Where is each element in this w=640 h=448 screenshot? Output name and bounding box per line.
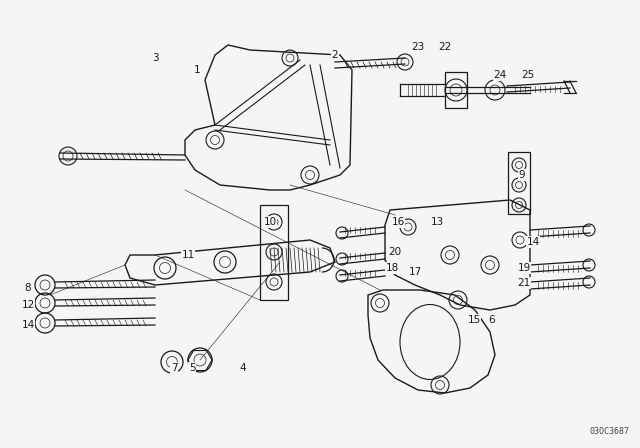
Text: 15: 15 [467, 315, 481, 325]
Text: 16: 16 [392, 217, 404, 227]
Text: 14: 14 [21, 320, 35, 330]
Text: 25: 25 [522, 70, 534, 80]
Text: 12: 12 [21, 300, 35, 310]
Text: 3: 3 [152, 53, 158, 63]
Text: 4: 4 [240, 363, 246, 373]
Text: 18: 18 [385, 263, 399, 273]
Text: 20: 20 [388, 247, 401, 257]
Text: 03OC3687: 03OC3687 [590, 427, 630, 436]
Text: 2: 2 [332, 50, 339, 60]
Text: 22: 22 [438, 42, 452, 52]
Bar [445, 72, 467, 108]
Text: 8: 8 [25, 283, 31, 293]
Bar [260, 205, 288, 300]
Text: 7: 7 [171, 363, 177, 373]
Text: 10: 10 [264, 217, 276, 227]
Text: 5: 5 [189, 363, 195, 373]
Text: 23: 23 [412, 42, 424, 52]
Text: 11: 11 [181, 250, 195, 260]
Text: 1: 1 [194, 65, 200, 75]
Text: 19: 19 [517, 263, 531, 273]
Text: 24: 24 [493, 70, 507, 80]
Text: 13: 13 [430, 217, 444, 227]
Text: 6: 6 [489, 315, 495, 325]
Bar [508, 152, 530, 214]
Text: 14: 14 [526, 237, 540, 247]
Text: 17: 17 [408, 267, 422, 277]
Text: 21: 21 [517, 278, 531, 288]
Text: 9: 9 [518, 170, 525, 180]
